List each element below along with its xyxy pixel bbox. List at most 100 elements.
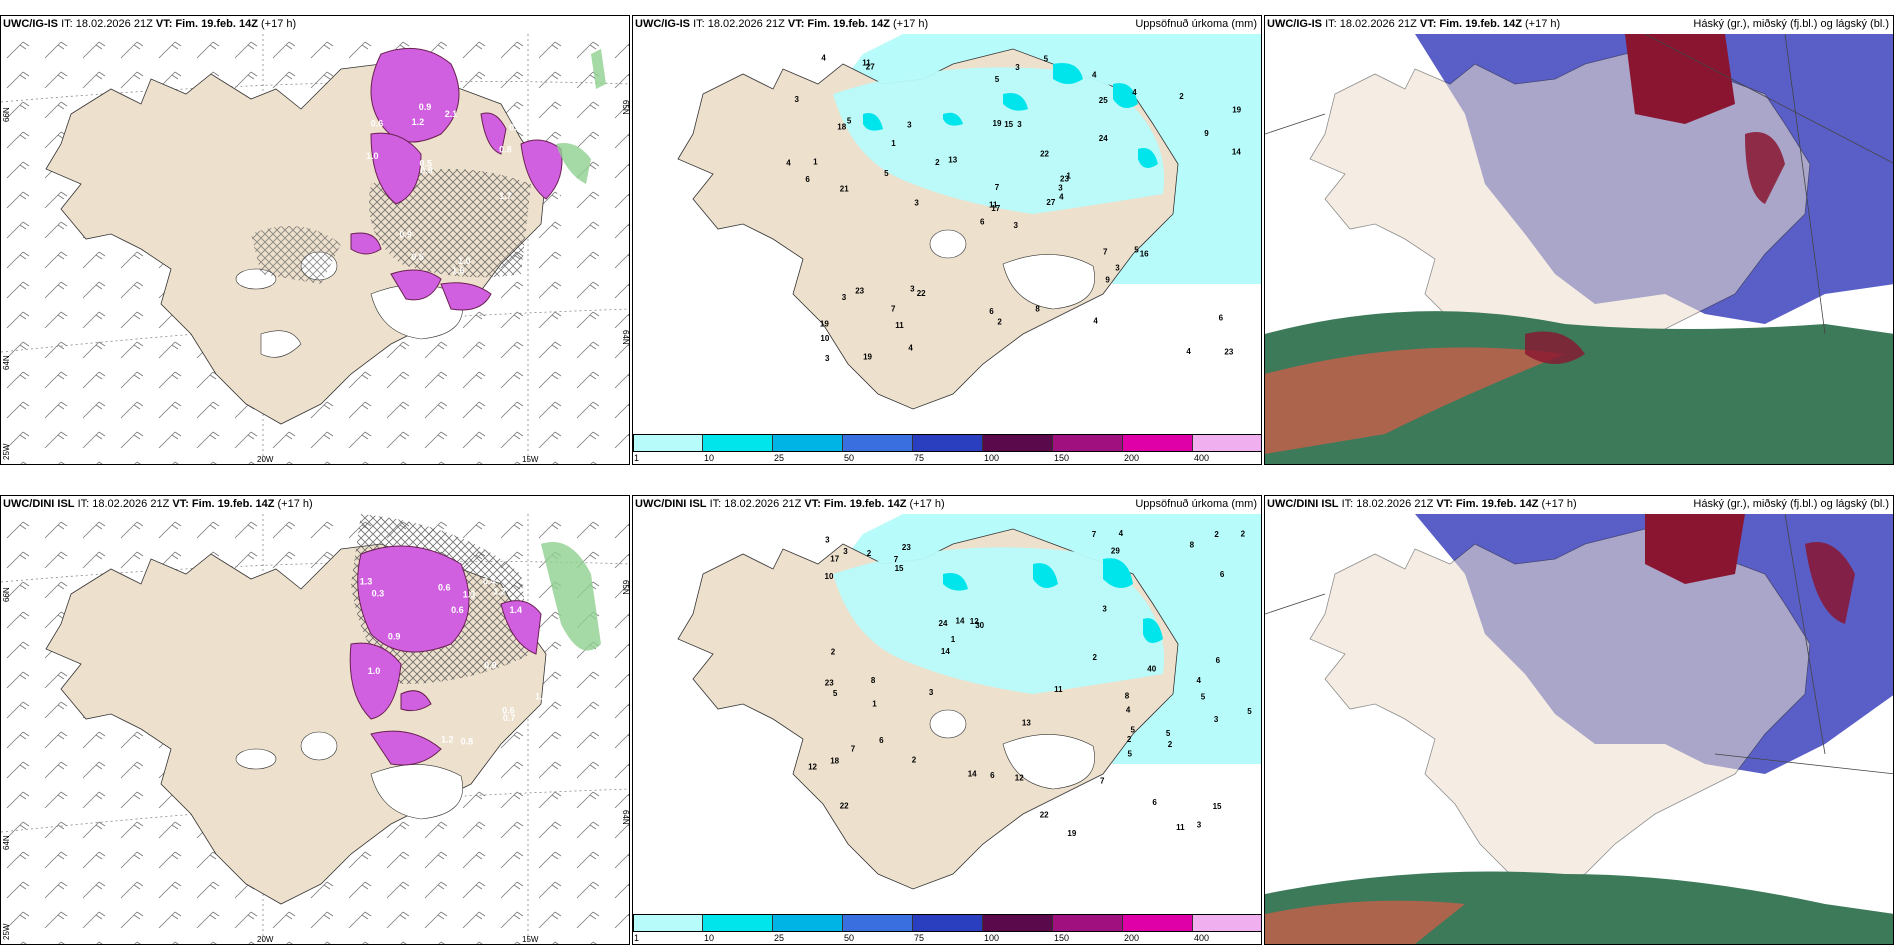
precip-value-label: 4 bbox=[1092, 71, 1097, 80]
precip-value-label: 9 bbox=[1204, 129, 1209, 138]
cloud-map bbox=[1265, 514, 1893, 944]
precip-value-label: 18 bbox=[830, 757, 839, 766]
colorbar-swatch bbox=[913, 434, 983, 452]
precip-value-label: 11 bbox=[1176, 823, 1185, 832]
precip-value-label: 7 bbox=[891, 305, 896, 314]
precip-value-label: 19 bbox=[820, 319, 829, 328]
precip-value-label: 5 bbox=[995, 75, 1000, 84]
init-time: IT: 18.02.2026 21Z bbox=[77, 498, 170, 510]
model-name: UWC/DINI ISL bbox=[635, 498, 707, 510]
panel-cloud-bottom: UWC/DINI ISL IT: 18.02.2026 21Z VT: Fim.… bbox=[1264, 495, 1894, 945]
precip-value-label: 30 bbox=[975, 621, 984, 630]
colorbar-swatch bbox=[1193, 434, 1261, 452]
colorbar-swatch bbox=[843, 914, 913, 932]
colorbar-swatch bbox=[1123, 434, 1193, 452]
lon-label-25w: 25W bbox=[2, 923, 11, 940]
precip-title: Uppsöfnuð úrkoma (mm) bbox=[1135, 498, 1257, 510]
precip-rate-label: 0.9 bbox=[419, 102, 432, 112]
precip-value-label: 3 bbox=[1197, 820, 1202, 829]
precip-value-label: 18 bbox=[837, 123, 846, 132]
precip-value-label: 10 bbox=[820, 334, 829, 343]
precip-value-label: 19 bbox=[1232, 106, 1241, 115]
precip-value-label: 3 bbox=[1115, 263, 1120, 272]
lead-time: (+17 h) bbox=[277, 498, 313, 510]
panel-wind-bottom: UWC/DINI ISL IT: 18.02.2026 21Z VT: Fim.… bbox=[0, 495, 630, 945]
colorbar-tick-label: 50 bbox=[844, 453, 855, 463]
model-name: UWC/IG-IS bbox=[1267, 18, 1322, 30]
precip-rate-label: 1.0 bbox=[458, 256, 471, 266]
model-name: UWC/IG-IS bbox=[3, 18, 58, 30]
lead-time: (+17 h) bbox=[1525, 18, 1561, 30]
precip-value-label: 13 bbox=[948, 156, 957, 165]
precip-value-label: 1 bbox=[951, 635, 956, 644]
precip-rate-label: 0.7 bbox=[503, 713, 516, 723]
precip-value-label: 1 bbox=[1066, 172, 1071, 181]
precip-value-label: 22 bbox=[1040, 149, 1049, 158]
init-time: IT: 18.02.2026 21Z bbox=[709, 498, 802, 510]
lat-label-64n: 64N bbox=[2, 355, 11, 370]
colorbar-tick-label: 75 bbox=[914, 453, 925, 463]
precip-value-label: 4 bbox=[1093, 317, 1098, 326]
precip-value-label: 23 bbox=[855, 287, 864, 296]
precip-value-label: 3 bbox=[1102, 605, 1107, 614]
precip-rate-label: 0.8 bbox=[461, 736, 474, 746]
precip-value-label: 1 bbox=[891, 139, 896, 148]
precip-rate-label: 0.5 bbox=[420, 158, 433, 168]
precip-value-label: 25 bbox=[1099, 96, 1108, 105]
colorbar-frame bbox=[633, 914, 1261, 932]
precip-value-label: 5 bbox=[847, 116, 852, 125]
precip-value-label: 5 bbox=[884, 169, 889, 178]
precip-value-label: 17 bbox=[991, 204, 1000, 213]
precip-rate-label: 1.2 bbox=[493, 587, 506, 597]
wind-map: 0.6 1.20.81.01.31.61.70.91.21.01.80.90.80… bbox=[1, 34, 629, 464]
precip-colorbar: 1 10 25 50 75 100 150 200 400 bbox=[633, 434, 1261, 464]
valid-label: VT: bbox=[804, 498, 821, 510]
colorbar-swatch bbox=[843, 434, 913, 452]
precip-value-label: 5 bbox=[1134, 246, 1139, 255]
precip-value-label: 2 bbox=[831, 648, 836, 657]
lon-label-15w: 15W bbox=[522, 455, 539, 464]
precip-rate-label: 1.2 bbox=[412, 117, 425, 127]
precip-value-label: 12 bbox=[808, 762, 817, 771]
precip-value-label: 19 bbox=[863, 353, 872, 362]
colorbar-tick-label: 150 bbox=[1054, 453, 1070, 463]
init-time: IT: 18.02.2026 21Z bbox=[693, 18, 785, 30]
precip-value-label: 1 bbox=[872, 699, 877, 708]
precip-value-label: 23 bbox=[825, 678, 834, 687]
precip-rate-label: 1.0 bbox=[366, 151, 379, 161]
precip-value-label: 7 bbox=[995, 183, 1000, 192]
model-name: UWC/DINI ISL bbox=[3, 498, 75, 510]
precip-colorbar: 1 10 25 50 75 100 150 200 400 bbox=[633, 914, 1261, 944]
precip-value-label: 17 bbox=[830, 555, 839, 564]
precip-value-label: 16 bbox=[1140, 249, 1149, 258]
colorbar-tick-label: 150 bbox=[1054, 933, 1070, 943]
precip-value-label: 3 bbox=[825, 354, 830, 363]
precip-rate-label: 1.2 bbox=[536, 96, 549, 106]
precip-value-label: 4 bbox=[1119, 529, 1124, 538]
precip-rate-label: 1.1 bbox=[536, 723, 549, 733]
precip-value-label: 5 bbox=[1131, 726, 1136, 735]
colorbar-swatch bbox=[773, 434, 843, 452]
precip-value-label: 6 bbox=[1152, 798, 1157, 807]
init-time: IT: 18.02.2026 21Z bbox=[1325, 18, 1417, 30]
valid-label: VT: bbox=[1436, 498, 1453, 510]
precip-value-label: 5 bbox=[1128, 750, 1133, 759]
precip-value-label: 4 bbox=[908, 344, 913, 353]
precip-value-label: 2 bbox=[997, 317, 1002, 326]
valid-time: Fim. 19.feb. 14Z bbox=[823, 498, 907, 510]
precip-value-label: 2 bbox=[1214, 530, 1219, 539]
precip-rate-label: 0.4 bbox=[483, 577, 496, 587]
precip-value-label: 24 bbox=[939, 619, 948, 628]
precip-rate-label: 1.0 bbox=[535, 692, 548, 702]
panel-title: UWC/DINI ISL IT: 18.02.2026 21Z VT: Fim.… bbox=[635, 498, 945, 510]
precip-value-label: 15 bbox=[1004, 120, 1013, 129]
init-time: IT: 18.02.2026 21Z bbox=[61, 18, 153, 30]
colorbar-swatch bbox=[773, 914, 843, 932]
wind-map: 0.60.71.31.41.20.60.80.40.91.00.61.30.90… bbox=[1, 514, 629, 944]
precip-title: Uppsöfnuð úrkoma (mm) bbox=[1135, 18, 1257, 30]
cloud-title: Háský (gr.), miðský (fj.bl.) og lágský (… bbox=[1693, 18, 1889, 30]
precip-value-label: 3 bbox=[825, 535, 830, 544]
precip-value-label: 6 bbox=[1219, 314, 1224, 323]
valid-time: Fim. 19.feb. 14Z bbox=[1455, 498, 1539, 510]
colorbar-swatch bbox=[913, 914, 983, 932]
